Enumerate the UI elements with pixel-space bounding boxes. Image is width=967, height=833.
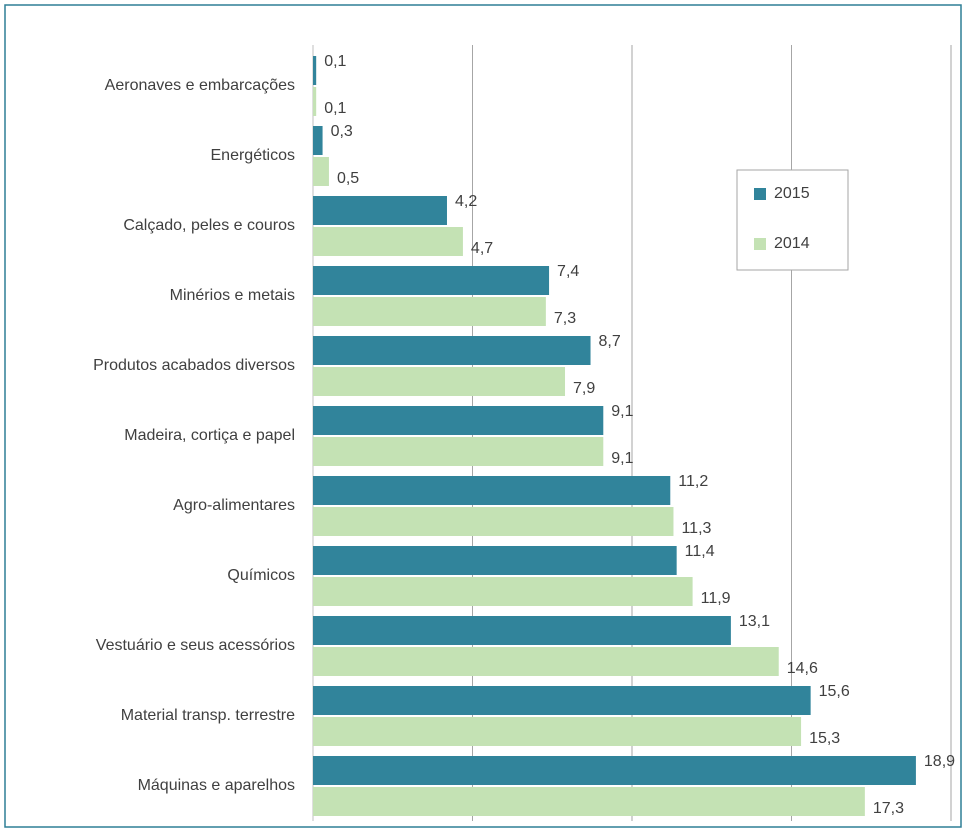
value-label: 11,3 [681, 520, 711, 537]
category-label: Químicos [227, 567, 295, 584]
value-label: 0,1 [324, 53, 346, 70]
value-label: 14,6 [787, 660, 818, 677]
value-label: 17,3 [873, 800, 904, 817]
bar [313, 437, 604, 466]
category-label: Minérios e metais [170, 287, 295, 304]
bar [313, 196, 447, 225]
bar [313, 787, 865, 816]
value-label: 0,3 [331, 123, 353, 140]
value-label: 18,9 [924, 753, 955, 770]
bar [313, 406, 604, 435]
bar [313, 476, 671, 505]
bar [313, 577, 693, 606]
bar [313, 126, 323, 155]
category-label: Vestuário e seus acessórios [96, 637, 295, 654]
value-label: 7,4 [557, 263, 579, 280]
legend: 2015 2014 [736, 169, 849, 271]
bar [313, 336, 591, 365]
value-label: 0,1 [324, 100, 346, 117]
bar [313, 227, 463, 256]
legend-swatch [754, 188, 766, 200]
bar [313, 647, 779, 676]
bar [313, 157, 329, 186]
bar [313, 507, 674, 536]
category-label: Madeira, cortiça e papel [124, 427, 295, 444]
bar [313, 297, 546, 326]
value-label: 4,2 [455, 193, 477, 210]
category-label: Aeronaves e embarcações [105, 77, 295, 94]
legend-swatch [754, 238, 766, 250]
bar [313, 546, 677, 575]
legend-label: 2015 [774, 185, 810, 202]
bar [313, 367, 566, 396]
value-label: 11,4 [685, 543, 715, 560]
value-label: 9,1 [611, 403, 633, 420]
bar [313, 717, 802, 746]
value-label: 13,1 [739, 613, 770, 630]
value-label: 4,7 [471, 240, 493, 257]
value-label: 15,6 [819, 683, 850, 700]
category-label: Agro-alimentares [173, 497, 295, 514]
bar [313, 266, 550, 295]
legend-box [736, 169, 849, 271]
bar [313, 56, 317, 85]
value-label: 15,3 [809, 730, 840, 747]
value-label: 11,2 [678, 473, 708, 490]
value-label: 0,5 [337, 170, 359, 187]
category-label: Produtos acabados diversos [93, 357, 295, 374]
value-label: 8,7 [599, 333, 621, 350]
category-label: Calçado, peles e couros [123, 217, 295, 234]
bar [313, 686, 811, 715]
value-label: 7,3 [554, 310, 576, 327]
category-label: Material transp. terrestre [121, 707, 295, 724]
bar [313, 87, 317, 116]
legend-label: 2014 [774, 235, 810, 252]
category-label: Energéticos [211, 147, 296, 164]
bar [313, 756, 916, 785]
bar [313, 616, 731, 645]
category-label: Máquinas e aparelhos [138, 777, 295, 794]
value-label: 7,9 [573, 380, 595, 397]
value-label: 9,1 [611, 450, 633, 467]
value-label: 11,9 [701, 590, 731, 607]
